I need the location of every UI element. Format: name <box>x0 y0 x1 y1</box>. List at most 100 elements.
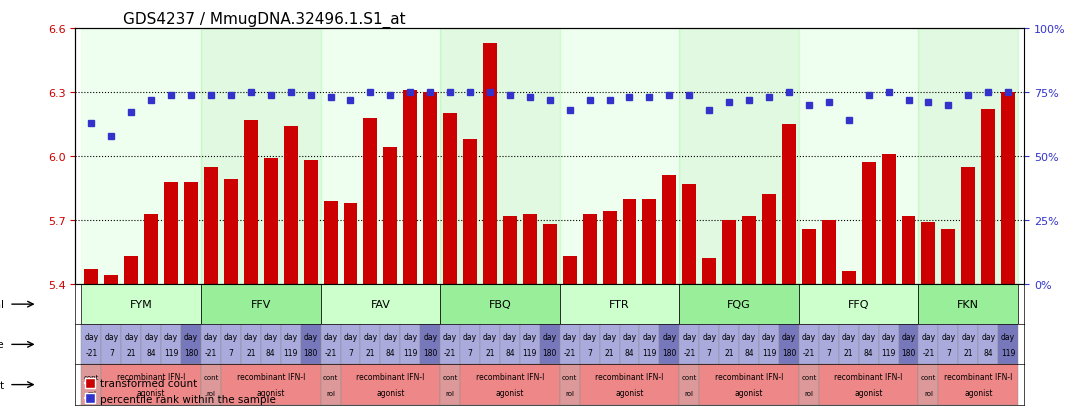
Bar <box>599 325 620 365</box>
Text: -21: -21 <box>803 348 815 357</box>
Text: 7: 7 <box>348 348 353 357</box>
Text: rol: rol <box>326 390 335 396</box>
Text: day: day <box>483 332 497 341</box>
Text: time: time <box>0 339 4 349</box>
Text: 84: 84 <box>624 348 634 357</box>
Text: day: day <box>462 332 478 341</box>
Text: 119: 119 <box>882 348 896 357</box>
Bar <box>740 325 759 365</box>
Text: individual: individual <box>0 299 4 309</box>
Text: rol: rol <box>685 390 694 396</box>
Bar <box>939 325 958 365</box>
Bar <box>978 325 998 365</box>
Bar <box>363 118 377 284</box>
Text: 7: 7 <box>707 348 711 357</box>
Text: agent: agent <box>0 380 4 389</box>
Bar <box>101 365 201 405</box>
Text: recombinant IFN-I: recombinant IFN-I <box>715 372 784 381</box>
Bar <box>221 365 320 405</box>
Text: -21: -21 <box>564 348 576 357</box>
Bar <box>642 199 657 284</box>
Bar <box>440 365 460 405</box>
Text: rol: rol <box>207 390 216 396</box>
Bar <box>899 325 918 365</box>
Text: -21: -21 <box>444 348 456 357</box>
Text: recombinant IFN-I: recombinant IFN-I <box>595 372 664 381</box>
Bar <box>660 325 679 365</box>
Bar <box>879 325 899 365</box>
Text: agonist: agonist <box>616 388 644 397</box>
Bar <box>224 180 238 284</box>
Text: 119: 119 <box>523 348 537 357</box>
Bar <box>503 216 516 284</box>
Bar <box>939 365 1018 405</box>
Text: FBQ: FBQ <box>488 299 511 309</box>
Text: day: day <box>363 332 377 341</box>
Text: recombinant IFN-I: recombinant IFN-I <box>356 372 425 381</box>
Text: cont: cont <box>323 374 338 380</box>
Bar <box>779 325 799 365</box>
Bar <box>719 325 740 365</box>
Bar <box>460 365 559 405</box>
Bar <box>523 214 537 284</box>
Text: 21: 21 <box>964 348 973 357</box>
Bar <box>882 154 896 284</box>
Bar <box>540 325 559 365</box>
Text: recombinant IFN-I: recombinant IFN-I <box>944 372 1012 381</box>
Bar <box>244 121 258 284</box>
Text: day: day <box>662 332 676 341</box>
Text: day: day <box>682 332 696 341</box>
Text: day: day <box>622 332 637 341</box>
Text: day: day <box>502 332 517 341</box>
Text: day: day <box>962 332 976 341</box>
Text: 180: 180 <box>901 348 915 357</box>
Text: 7: 7 <box>229 348 233 357</box>
Text: day: day <box>582 332 597 341</box>
Bar <box>201 284 320 325</box>
Text: 21: 21 <box>605 348 614 357</box>
Bar <box>320 325 341 365</box>
Bar <box>201 325 221 365</box>
Text: -21: -21 <box>683 348 695 357</box>
Bar <box>384 148 398 284</box>
Bar <box>141 325 161 365</box>
Text: 84: 84 <box>863 348 873 357</box>
Text: 21: 21 <box>724 348 734 357</box>
Bar <box>84 269 98 284</box>
Bar <box>819 325 839 365</box>
Bar <box>742 216 756 284</box>
Legend: transformed count, percentile rank within the sample: transformed count, percentile rank withi… <box>81 374 280 408</box>
Bar <box>839 325 859 365</box>
Text: day: day <box>563 332 577 341</box>
Bar <box>559 284 679 325</box>
Text: day: day <box>882 332 896 341</box>
Text: 7: 7 <box>588 348 592 357</box>
Bar <box>859 325 879 365</box>
Text: cont: cont <box>204 374 219 380</box>
Text: rol: rol <box>924 390 932 396</box>
Bar <box>320 365 341 405</box>
Bar <box>82 284 201 325</box>
Text: 84: 84 <box>266 348 276 357</box>
Bar <box>440 325 460 365</box>
Text: agonist: agonist <box>855 388 883 397</box>
Bar <box>702 259 716 284</box>
Text: cont: cont <box>921 374 936 380</box>
Bar <box>360 325 381 365</box>
Bar <box>204 167 218 284</box>
Bar <box>722 221 736 284</box>
Text: GDS4237 / MmugDNA.32496.1.S1_at: GDS4237 / MmugDNA.32496.1.S1_at <box>123 12 405 28</box>
Text: agonist: agonist <box>137 388 165 397</box>
Text: day: day <box>901 332 915 341</box>
Text: -21: -21 <box>324 348 336 357</box>
Text: -21: -21 <box>205 348 217 357</box>
Text: recombinant IFN-I: recombinant IFN-I <box>236 372 305 381</box>
Text: 7: 7 <box>827 348 831 357</box>
Text: day: day <box>105 332 119 341</box>
Text: day: day <box>821 332 835 341</box>
Bar <box>799 365 819 405</box>
Bar <box>762 195 776 284</box>
Bar <box>344 204 358 284</box>
Text: recombinant IFN-I: recombinant IFN-I <box>834 372 903 381</box>
Text: cont: cont <box>801 374 816 380</box>
